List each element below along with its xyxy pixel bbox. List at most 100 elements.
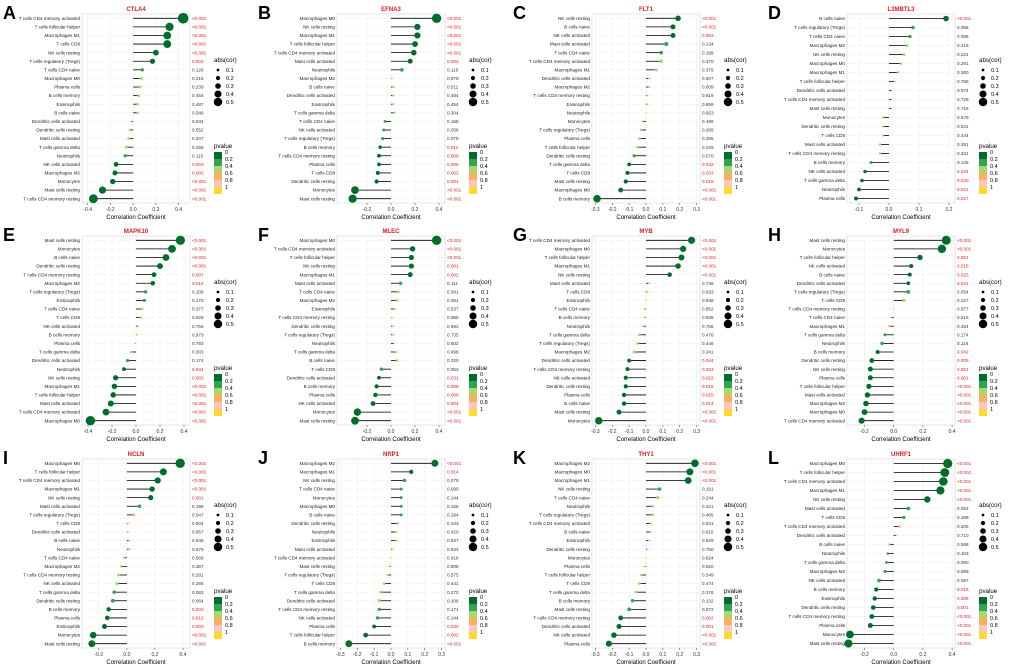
x-axis-title: Correlation Coefficient — [616, 215, 676, 221]
x-tick-label: 0.4 — [181, 429, 188, 435]
category-label: Plasma cells — [819, 623, 845, 628]
pvalue-label: 0.001 — [957, 605, 969, 610]
category-label: B cells memory — [304, 384, 336, 389]
color-legend-swatch — [214, 409, 222, 416]
color-legend-label: 0 — [990, 372, 993, 378]
color-legend-swatch — [979, 632, 987, 639]
lollipop-point — [345, 640, 353, 648]
size-legend-dot — [981, 513, 985, 517]
lollipop-point — [109, 178, 116, 185]
size-legend-label: 0.2 — [991, 76, 999, 82]
category-label: Dendritic cells resting — [546, 384, 590, 389]
x-tick-label: 0.4 — [949, 652, 956, 658]
pvalue-label: 0.002 — [447, 272, 459, 277]
pvalue-label: 0.001 — [957, 255, 969, 260]
pvalue-label: 0.132 — [702, 598, 714, 603]
color-legend-label: 0 — [480, 150, 483, 156]
category-label: Macrophages M0 — [45, 418, 81, 423]
pvalue-label: 0.938 — [702, 298, 714, 303]
pvalue-label: <0.001 — [702, 16, 717, 21]
category-label: Plasma cells — [564, 393, 590, 398]
category-label: Mast cells resting — [300, 564, 336, 569]
color-legend-label: 0 — [735, 150, 738, 156]
category-label: Neutrophils — [822, 187, 846, 192]
category-label: Plasma cells — [54, 85, 80, 90]
size-legend-title: abs(cor) — [469, 279, 492, 286]
x-axis-title: Correlation Coefficient — [106, 215, 166, 221]
category-label: Macrophages M0 — [555, 246, 591, 251]
pvalue-label: 0.215 — [192, 76, 204, 81]
size-legend-dot — [216, 513, 220, 517]
lollipop-point — [163, 40, 172, 48]
lollipop-point — [127, 522, 130, 525]
x-axis-title: Correlation Coefficient — [871, 437, 931, 443]
category-label: NK cells activated — [43, 162, 80, 167]
lollipop-point — [414, 32, 421, 39]
size-legend-dot — [725, 520, 731, 526]
color-legend-label: 0.2 — [480, 602, 488, 608]
color-legend-label: 0.4 — [990, 386, 998, 392]
pvalue-label: 0.109 — [192, 289, 204, 294]
size-legend-dot — [471, 513, 475, 517]
pvalue-label: 0.602 — [447, 341, 459, 346]
category-label: T cells CD4 memory resting — [788, 614, 845, 619]
lollipop-point — [375, 616, 380, 620]
lollipop-point — [891, 98, 893, 101]
pvalue-label: <0.001 — [447, 246, 462, 251]
x-tick-label: -0.2 — [363, 207, 372, 213]
pvalue-label: 0.974 — [957, 88, 969, 93]
x-tick-label: 0.0 — [388, 207, 395, 213]
x-tick-label: -0.2 — [860, 429, 869, 435]
lollipop-point — [392, 325, 395, 328]
panel-k: K THY1 Macrophages M2 <0.001 Macrophages M0 <… — [513, 448, 747, 666]
lollipop-point — [377, 599, 381, 603]
gene-title: MYL9 — [893, 229, 910, 235]
category-label: Mast cells resting — [555, 607, 591, 612]
category-label: Dendritic cells resting — [36, 128, 80, 133]
lollipop-point — [392, 333, 395, 336]
lollipop-point — [143, 290, 148, 294]
pvalue-label: <0.001 — [192, 401, 207, 406]
category-label: Mast cells resting — [810, 641, 846, 646]
pvalue-label: 0.291 — [957, 61, 969, 66]
x-tick-label: 0.2 — [676, 207, 683, 213]
color-legend-swatch — [724, 395, 732, 402]
size-legend-dot — [979, 90, 987, 98]
category-label: Macrophages M2 — [555, 461, 591, 466]
pvalue-label: 0.053 — [447, 367, 459, 372]
lollipop-point — [867, 366, 873, 372]
lollipop-point — [875, 349, 880, 354]
lollipop-point — [645, 556, 647, 559]
lollipop-point — [895, 534, 898, 537]
pvalue-label: <0.001 — [957, 238, 972, 243]
category-label: Eosinophils — [312, 102, 336, 107]
color-legend-swatch — [979, 409, 987, 416]
category-label: T cells CD4 memory activated — [784, 97, 846, 102]
x-tick-label: -0.1 — [855, 207, 864, 213]
color-legend-label: 0.2 — [225, 157, 233, 163]
lollipop-point — [645, 111, 647, 114]
pvalue-label: 0.268 — [192, 581, 204, 586]
lollipop-point — [654, 68, 658, 72]
x-tick-label: -0.2 — [608, 207, 617, 213]
category-label: Dendritic cells activated — [542, 358, 591, 363]
size-legend-label: 0.2 — [481, 298, 489, 304]
size-legend-label: 0.4 — [736, 92, 744, 98]
color-legend-swatch — [469, 597, 477, 604]
pvalue-label: 0.002 — [192, 375, 204, 380]
pvalue-label: 0.116 — [447, 67, 459, 72]
pvalue-label: <0.001 — [702, 272, 717, 277]
x-tick-label: 0.0 — [643, 429, 650, 435]
x-tick-label: 0.0 — [643, 652, 650, 658]
pvalue-label: <0.001 — [447, 42, 462, 47]
pvalue-label: 0.957 — [192, 530, 204, 535]
pvalue-label: 0.526 — [192, 315, 204, 320]
size-legend-dot — [468, 97, 478, 107]
size-legend-label: 0.5 — [991, 545, 999, 551]
category-label: T cells CD8 — [56, 315, 80, 320]
pvalue-label: <0.001 — [447, 255, 462, 260]
size-legend-label: 0.2 — [736, 298, 744, 304]
size-legend-label: 0.2 — [481, 521, 489, 527]
pvalue-label: 0.033 — [702, 367, 714, 372]
color-legend-label: 0 — [990, 595, 993, 601]
